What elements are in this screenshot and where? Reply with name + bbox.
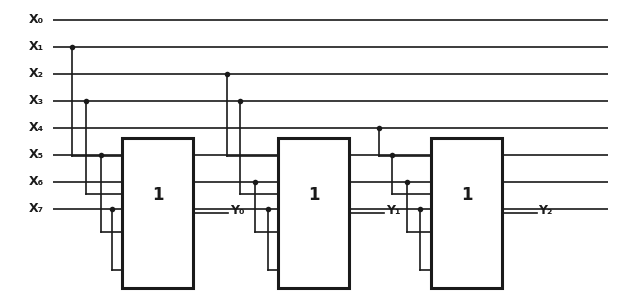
Text: 1: 1	[152, 186, 163, 204]
Text: X₇: X₇	[29, 202, 44, 215]
Text: X₁: X₁	[29, 40, 44, 53]
Text: Y₀: Y₀	[230, 203, 244, 217]
Text: X₄: X₄	[29, 121, 44, 134]
Text: X₀: X₀	[29, 13, 44, 26]
Text: 1: 1	[308, 186, 319, 204]
Text: X₅: X₅	[29, 148, 44, 161]
Bar	[431, 138, 502, 288]
Text: X₃: X₃	[29, 94, 44, 107]
Text: 1: 1	[461, 186, 472, 204]
Text: X₂: X₂	[29, 67, 44, 80]
Bar	[278, 138, 349, 288]
Text: Y₁: Y₁	[386, 203, 400, 217]
Bar	[122, 138, 193, 288]
Text: X₆: X₆	[29, 175, 44, 188]
Text: Y₂: Y₂	[539, 203, 553, 217]
